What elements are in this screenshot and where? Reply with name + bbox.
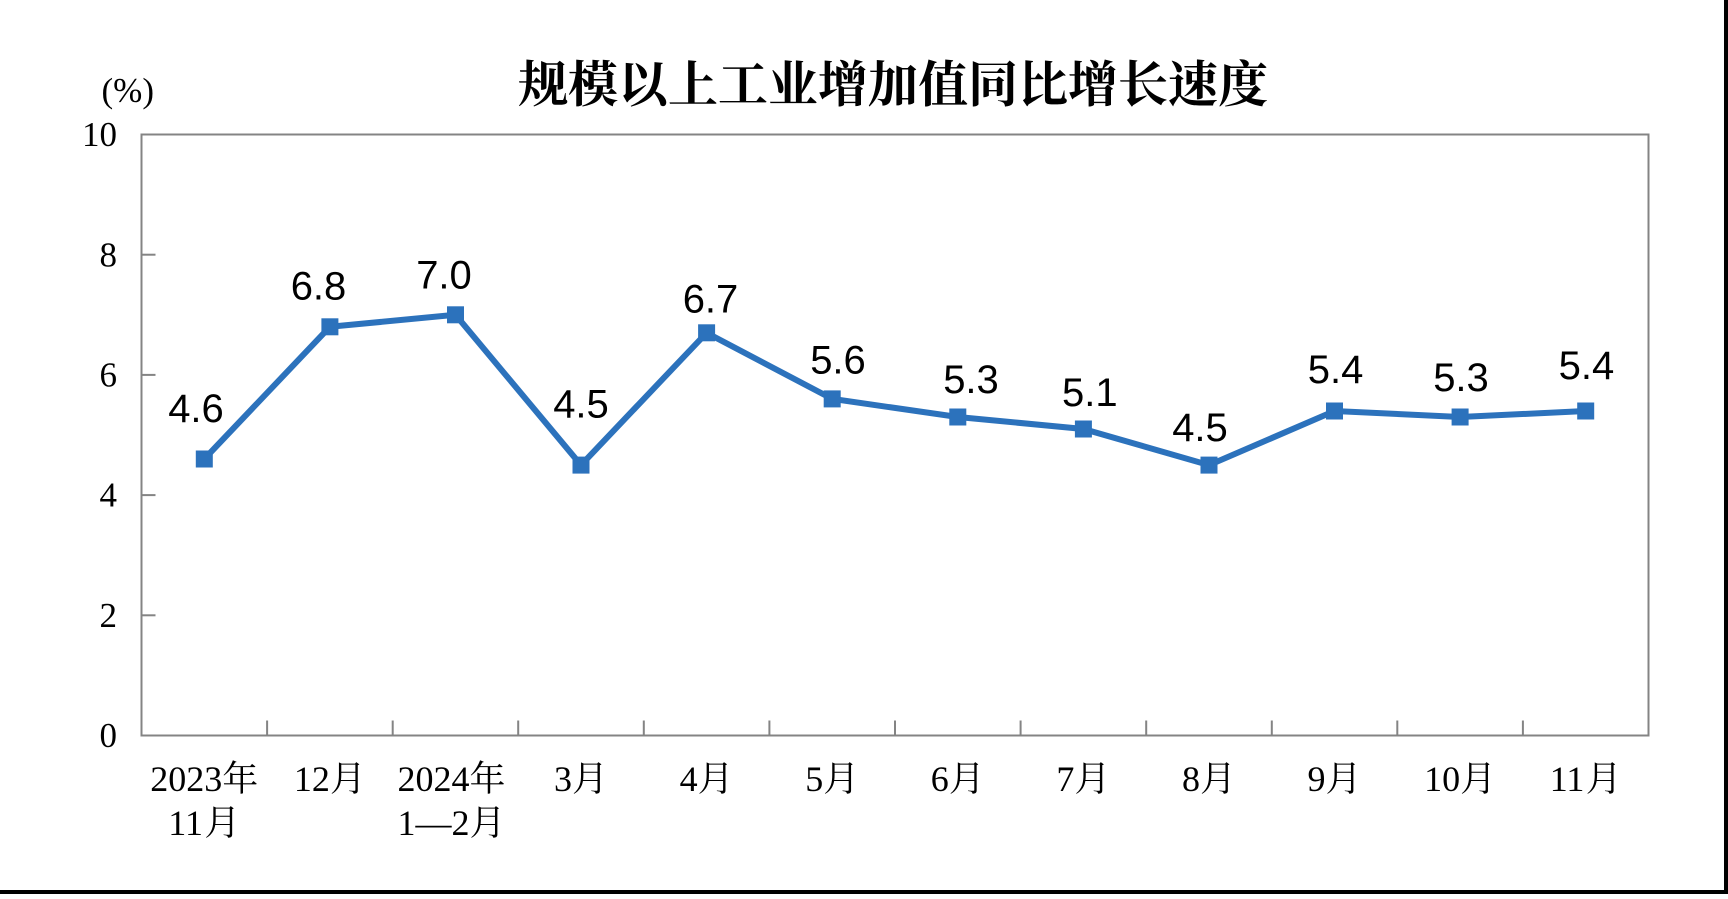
svg-text:8: 8	[100, 235, 118, 274]
svg-text:5.4: 5.4	[1559, 344, 1615, 388]
svg-text:7.0: 7.0	[416, 253, 472, 297]
svg-text:11: 11	[1550, 759, 1585, 799]
svg-text:10: 10	[82, 115, 117, 154]
svg-text:(%): (%)	[102, 71, 154, 110]
svg-text:2: 2	[100, 596, 118, 635]
svg-text:4: 4	[100, 476, 118, 515]
svg-text:4.6: 4.6	[168, 387, 224, 431]
svg-text:8: 8	[1182, 759, 1200, 799]
svg-text:12: 12	[294, 759, 330, 799]
svg-text:9: 9	[1308, 759, 1326, 799]
svg-text:1—2: 1—2	[398, 803, 470, 843]
svg-text:10: 10	[1424, 759, 1460, 799]
svg-text:6: 6	[931, 759, 949, 799]
svg-text:5: 5	[805, 759, 823, 799]
svg-text:0: 0	[100, 716, 118, 755]
svg-text:4.5: 4.5	[553, 382, 609, 426]
svg-text:7: 7	[1056, 759, 1074, 799]
svg-text:6: 6	[100, 356, 118, 395]
svg-text:5.6: 5.6	[810, 338, 866, 382]
svg-text:2024: 2024	[398, 759, 470, 799]
svg-text:2023: 2023	[150, 759, 222, 799]
svg-text:5.3: 5.3	[1433, 356, 1489, 400]
svg-text:3: 3	[554, 759, 572, 799]
svg-text:11: 11	[168, 803, 203, 843]
svg-text:4: 4	[680, 759, 698, 799]
svg-text:5.4: 5.4	[1308, 348, 1364, 392]
svg-text:5.1: 5.1	[1062, 371, 1118, 415]
svg-text:4.5: 4.5	[1172, 406, 1228, 450]
svg-text:5.3: 5.3	[943, 358, 999, 402]
svg-text:6.8: 6.8	[291, 264, 347, 308]
svg-text:6.7: 6.7	[683, 277, 739, 321]
